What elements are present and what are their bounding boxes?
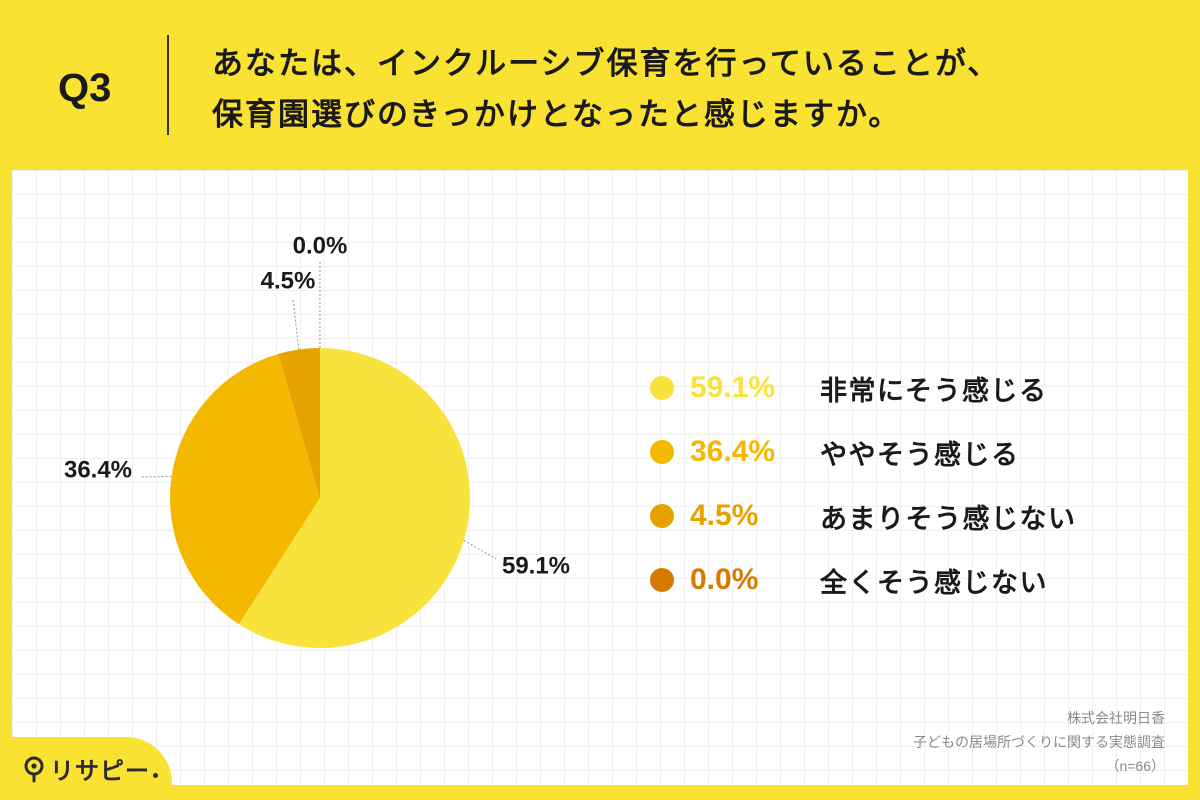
question-text: あなたは、インクルーシブ保育を行っていることが、 保育園選びのきっかけとなったと… <box>212 38 1000 140</box>
logo-text: リサピー <box>50 758 150 785</box>
source-note: 株式会社明日香 子どもの居場所づくりに関する実態調査 （n=66） <box>913 706 1165 778</box>
leader-line-very-much <box>463 539 497 560</box>
location-pin-icon <box>24 756 44 782</box>
pie-slice-not-much <box>278 348 320 498</box>
leader-line-somewhat <box>139 475 172 478</box>
legend-value-very-much: 59.1% <box>690 371 776 404</box>
legend-value-not-at-all: 0.0% <box>690 563 759 596</box>
question-number: Q3 <box>58 66 112 110</box>
legend-label-somewhat: ややそう感じる <box>820 439 1020 470</box>
legend-item-somewhat: 36.4% ややそう感じる <box>650 430 1077 474</box>
logo-dot <box>153 773 158 778</box>
legend-swatch-somewhat <box>650 440 674 464</box>
legend-label-very-much: 非常にそう感じる <box>820 375 1048 406</box>
source-survey-name: 子どもの居場所づくりに関する実態調査 <box>913 734 1165 750</box>
pie-label-not-much: 4.5% <box>261 268 316 295</box>
pie-slices <box>170 348 471 648</box>
pie-slice-very-much <box>238 348 471 648</box>
question-line-2: 保育園選びのきっかけとなったと感じますか。 <box>212 97 902 132</box>
source-company: 株式会社明日香 <box>1067 710 1165 726</box>
logo-area: リサピー <box>0 737 172 800</box>
legend-item-very-much: 59.1% 非常にそう感じる <box>650 366 1077 410</box>
pie-chart: 59.1% 36.4% 4.5% 0.0% <box>64 233 570 648</box>
legend-label-not-much: あまりそう感じない <box>820 503 1077 534</box>
pie-label-not-at-all: 0.0% <box>293 233 348 260</box>
legend-label-not-at-all: 全くそう感じない <box>820 567 1048 598</box>
leader-line-not-much <box>292 298 300 350</box>
legend-swatch-not-much <box>650 504 674 528</box>
pie-slice-somewhat <box>170 353 320 625</box>
pie-label-very-much: 59.1% <box>502 553 570 580</box>
leader-lines <box>139 262 497 560</box>
source-sample-size: （n=66） <box>1105 758 1165 774</box>
pie-labels: 59.1% 36.4% 4.5% 0.0% <box>64 233 570 580</box>
legend-item-not-at-all: 0.0% 全くそう感じない <box>650 558 1077 602</box>
question-line-1: あなたは、インクルーシブ保育を行っていることが、 <box>212 46 1001 81</box>
pie-label-somewhat: 36.4% <box>64 457 132 484</box>
chart-panel <box>12 170 1188 785</box>
legend-swatch-very-much <box>650 376 674 400</box>
legend-value-somewhat: 36.4% <box>690 435 776 468</box>
legend-item-not-much: 4.5% あまりそう感じない <box>650 494 1077 538</box>
chart-legend: 59.1% 非常にそう感じる 36.4% ややそう感じる 4.5% あまりそう感… <box>650 366 1077 602</box>
header-divider <box>167 35 169 135</box>
legend-swatch-not-at-all <box>650 568 674 592</box>
legend-value-not-much: 4.5% <box>690 499 759 532</box>
